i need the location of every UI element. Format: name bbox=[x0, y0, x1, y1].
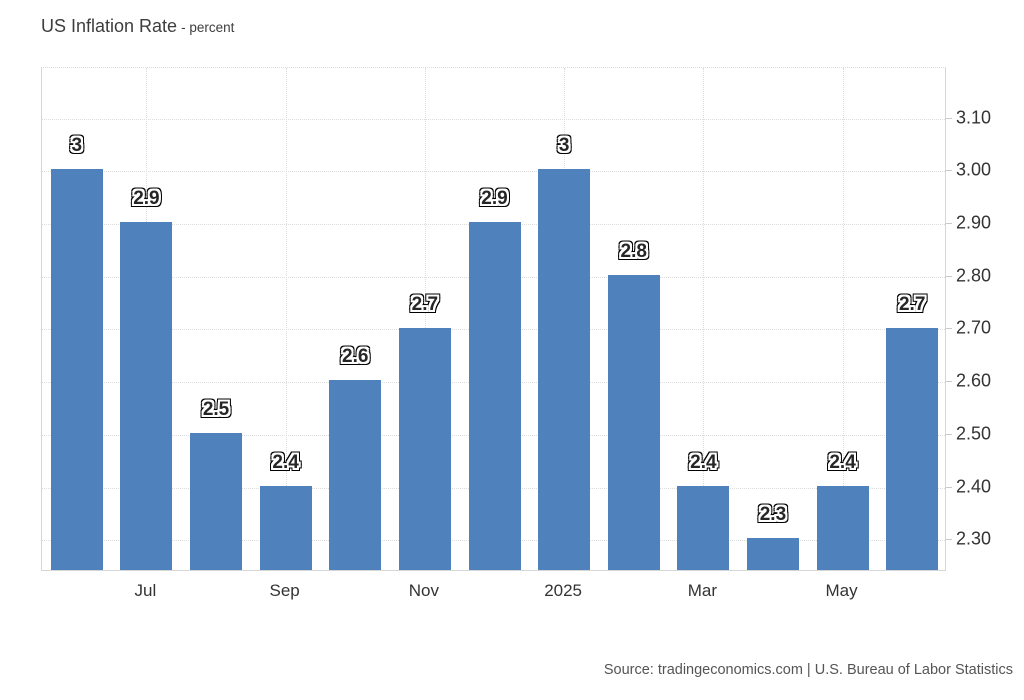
y-tick-label: 2.60 bbox=[956, 370, 992, 391]
y-tick-mark bbox=[946, 117, 952, 119]
bar-value-label: 2.4 bbox=[272, 451, 299, 473]
bar-value-label: 3 bbox=[71, 135, 83, 157]
y-tick-mark bbox=[946, 433, 952, 435]
bar-2 bbox=[120, 222, 173, 570]
y-gridline bbox=[42, 171, 945, 173]
bar-value-label: 2.7 bbox=[411, 293, 439, 315]
bar-value-label: 2.6 bbox=[342, 346, 369, 368]
bar-value-label: 2.5 bbox=[202, 398, 230, 420]
bar-6 bbox=[398, 327, 451, 570]
x-gridline bbox=[285, 68, 287, 570]
bar-value-label: 3 bbox=[558, 135, 570, 157]
y-tick-label: 2.70 bbox=[956, 317, 992, 338]
bar-11 bbox=[746, 538, 799, 570]
bar-5 bbox=[329, 380, 382, 570]
x-gridline bbox=[842, 68, 844, 570]
y-tick-mark bbox=[946, 170, 952, 172]
bar-value-label: 2.9 bbox=[481, 188, 508, 210]
chart-title-main: US Inflation Rate bbox=[41, 16, 178, 36]
y-tick-label: 3.00 bbox=[956, 159, 992, 180]
bar-4 bbox=[259, 485, 312, 570]
chart-title-unit: - percent bbox=[181, 20, 235, 35]
y-gridline bbox=[42, 118, 945, 120]
bar-8 bbox=[538, 169, 591, 570]
x-tick-label: Sep bbox=[269, 581, 300, 600]
bar-9 bbox=[607, 274, 660, 570]
y-tick-mark bbox=[946, 223, 952, 225]
y-tick-label: 2.90 bbox=[956, 212, 992, 233]
x-gridline bbox=[424, 68, 426, 570]
x-tick-label: Jul bbox=[134, 581, 157, 600]
y-tick-mark bbox=[946, 275, 952, 277]
bar-value-label: 2.4 bbox=[829, 451, 856, 473]
y-tick-mark bbox=[946, 328, 952, 330]
bar-3 bbox=[190, 432, 243, 570]
bar-7 bbox=[468, 222, 521, 570]
x-tick-label: May bbox=[825, 581, 858, 600]
bar-13 bbox=[886, 327, 939, 570]
x-tick-label: Nov bbox=[408, 581, 439, 600]
y-axis: 3.10 3.00 2.90 2.80 2.70 2.60 2.50 2.40 2.30 bbox=[946, 67, 1024, 571]
y-tick-label: 3.10 bbox=[956, 107, 992, 128]
y-tick-label: 2.80 bbox=[956, 265, 992, 286]
bar-12 bbox=[816, 485, 869, 570]
bar-value-label: 2.7 bbox=[898, 293, 926, 315]
source-attribution: Source: tradingeconomics.com | U.S. Bure… bbox=[603, 662, 1013, 678]
chart-title: US Inflation Rate - percent bbox=[41, 16, 234, 37]
bar-1 bbox=[50, 169, 103, 570]
y-tick-mark bbox=[946, 381, 952, 383]
bar-value-label: 2.8 bbox=[620, 240, 647, 262]
x-tick-label: Mar bbox=[687, 581, 717, 600]
y-tick-mark bbox=[946, 539, 952, 541]
x-axis: Jul Sep Nov 2025 Mar May bbox=[41, 572, 946, 604]
y-tick-label: 2.50 bbox=[956, 423, 992, 444]
x-tick-label: 2025 bbox=[544, 581, 583, 600]
x-gridline bbox=[703, 68, 705, 570]
y-tick-label: 2.40 bbox=[956, 476, 992, 497]
y-tick-mark bbox=[946, 486, 952, 488]
bar-value-label: 2.4 bbox=[690, 451, 717, 473]
bar-value-label: 2.9 bbox=[133, 188, 160, 210]
bar-value-label: 2.3 bbox=[759, 504, 787, 526]
y-tick-label: 2.30 bbox=[956, 528, 992, 549]
bar-10 bbox=[677, 485, 730, 570]
plot-area: 3 2.9 2.5 2.4 2.6 2.7 2.9 3 2.8 2.4 2.3 2.4 2.7 bbox=[41, 67, 946, 571]
